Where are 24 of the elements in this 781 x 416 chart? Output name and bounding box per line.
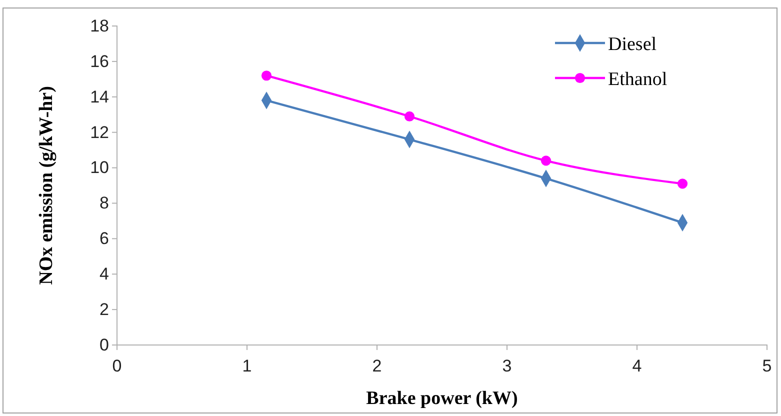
x-tick-label: 0 [112, 356, 122, 376]
y-tick-label: 6 [100, 229, 109, 248]
y-tick-label: 18 [90, 16, 109, 36]
y-tick-label: 10 [90, 158, 109, 178]
x-axis-title: Brake power (kW) [366, 388, 518, 409]
point [261, 70, 272, 81]
x-tick-label: 2 [372, 356, 382, 376]
y-tick-label: 2 [100, 300, 109, 319]
y-tick-label: 8 [100, 194, 109, 213]
y-tick-label: 0 [100, 335, 109, 354]
x-tick-label: 1 [242, 356, 252, 376]
x-tick-label: 3 [502, 356, 512, 376]
point [677, 178, 688, 189]
point [404, 111, 415, 122]
x-tick-label: 5 [762, 356, 772, 376]
legend-label: Ethanol [608, 69, 668, 90]
point [540, 156, 552, 166]
y-tick-label: 16 [90, 52, 109, 71]
legend-label: Diesel [608, 34, 657, 55]
y-tick-label: 12 [90, 122, 109, 142]
y-axis-title: NOx emission (g/kW-hr) [36, 86, 57, 285]
y-tick-label: 4 [100, 264, 109, 284]
x-tick-label: 4 [632, 356, 642, 376]
y-tick-label: 14 [90, 87, 109, 106]
